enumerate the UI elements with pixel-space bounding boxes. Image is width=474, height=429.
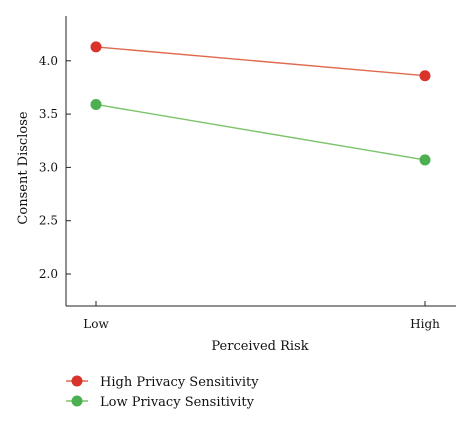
x-tick-label: Low xyxy=(83,317,109,331)
plot-area: 2.0 2.5 3.0 3.5 4.0 Low High xyxy=(39,16,456,331)
legend: High Privacy Sensitivity Low Privacy Sens… xyxy=(66,375,259,410)
data-point xyxy=(90,41,102,53)
y-tick-label: 2.0 xyxy=(39,267,58,281)
series-line-1 xyxy=(95,46,426,77)
y-tick-label: 2.5 xyxy=(39,214,58,228)
x-tick-label: High xyxy=(410,317,440,331)
data-point xyxy=(419,154,431,166)
y-axis-title: Consent Disclose xyxy=(16,111,31,224)
data-point xyxy=(419,70,431,82)
y-tick-label: 3.0 xyxy=(39,160,58,174)
legend-marker xyxy=(71,395,83,407)
data-point xyxy=(90,98,102,110)
y-tick-label: 3.5 xyxy=(39,107,58,121)
series-line-2 xyxy=(95,103,426,161)
legend-label: High Privacy Sensitivity xyxy=(100,375,259,390)
legend-marker xyxy=(71,375,83,387)
x-axis-title: Perceived Risk xyxy=(211,339,308,354)
y-tick-label: 4.0 xyxy=(39,54,58,68)
legend-label: Low Privacy Sensitivity xyxy=(100,395,255,410)
